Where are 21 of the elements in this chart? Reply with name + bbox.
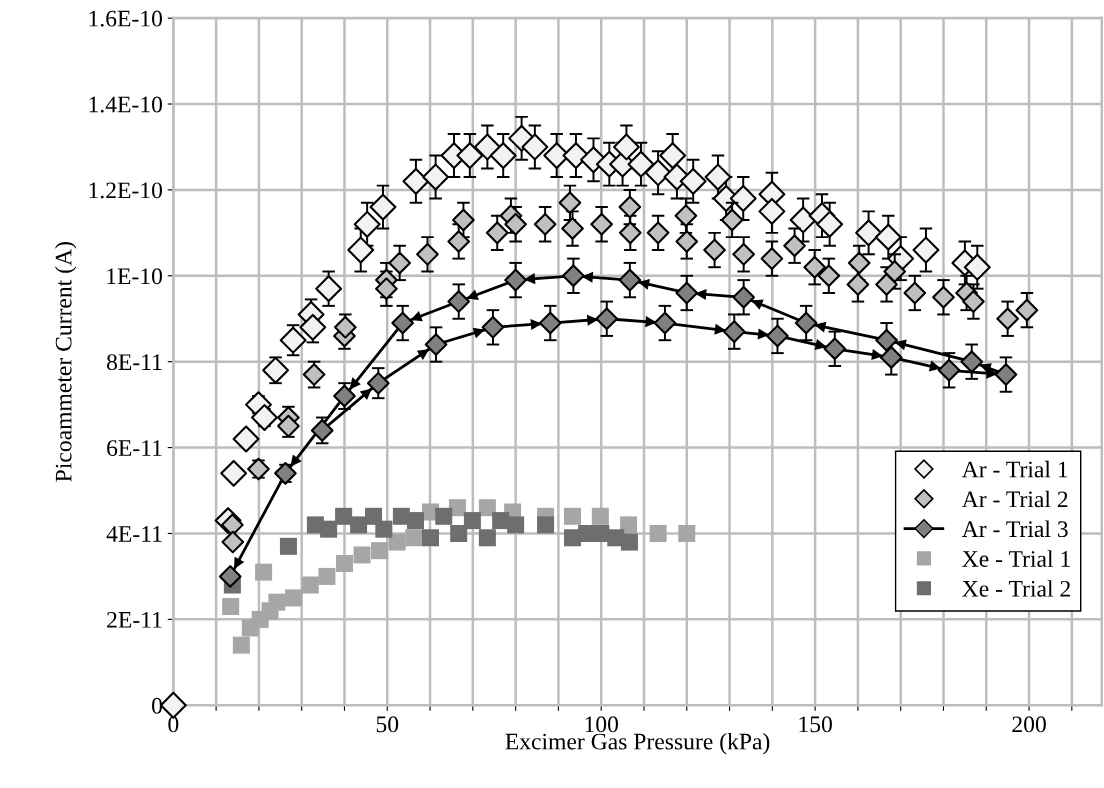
legend-label: Ar - Trial 3 xyxy=(961,520,1068,538)
y-tick-label: 1.4E-10 xyxy=(89,96,163,113)
y-tick-label: 4E-11 xyxy=(106,526,162,542)
legend-label: Xe - Trial 2 xyxy=(962,580,1070,597)
y-tick-label: 1.2E-10 xyxy=(89,182,163,199)
x-tick-label: 0 xyxy=(168,716,179,733)
x-tick-label: 150 xyxy=(799,716,832,733)
legend-label: Ar - Trial 1 xyxy=(961,460,1068,478)
x-tick-label: 50 xyxy=(376,716,399,733)
x-axis-title: Excimer Gas Pressure (kPa) xyxy=(505,732,770,755)
legend-label: Xe - Trial 1 xyxy=(962,550,1070,567)
x-tick-label: 200 xyxy=(1012,716,1046,733)
y-tick-label: 1E-10 xyxy=(107,268,163,285)
y-tick-label: 1.6E-10 xyxy=(89,10,163,27)
y-tick-label: 6E-11 xyxy=(107,440,162,457)
y-tick-label: 0 xyxy=(152,697,163,714)
y-axis-title: Picoammeter Current (A) xyxy=(54,242,77,482)
y-tick-label: 8E-11 xyxy=(107,354,162,371)
legend-label: Ar - Trial 2 xyxy=(961,490,1068,508)
x-tick-label: 100 xyxy=(585,716,618,733)
y-tick-label: 2E-11 xyxy=(107,611,162,628)
